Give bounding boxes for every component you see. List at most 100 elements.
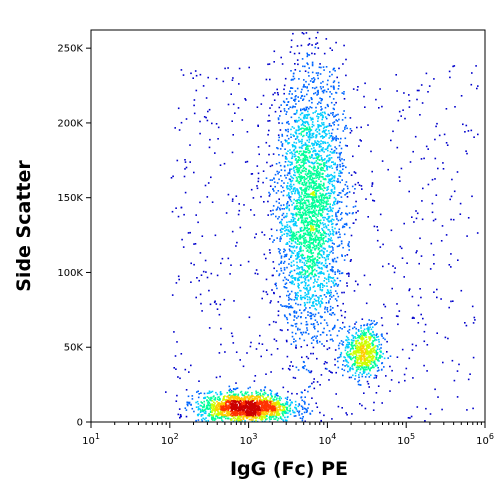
event-dot bbox=[255, 419, 257, 422]
event-dot bbox=[309, 243, 311, 245]
event-dot bbox=[358, 346, 361, 349]
event-dot bbox=[279, 295, 281, 298]
event-dot bbox=[334, 279, 336, 282]
event-dot bbox=[284, 412, 286, 415]
event-dot bbox=[217, 126, 220, 129]
event-dot bbox=[228, 385, 231, 388]
event-dot bbox=[321, 222, 324, 224]
event-dot bbox=[285, 98, 288, 100]
event-dot bbox=[323, 257, 326, 259]
event-dot bbox=[328, 132, 331, 135]
event-dot bbox=[301, 127, 303, 129]
event-dot bbox=[341, 328, 343, 330]
event-dot bbox=[306, 52, 308, 55]
event-dot bbox=[224, 351, 226, 353]
event-dot bbox=[322, 189, 325, 192]
event-dot bbox=[312, 181, 315, 183]
event-dot bbox=[322, 130, 324, 133]
event-dot bbox=[289, 413, 292, 416]
event-dot bbox=[360, 366, 363, 368]
event-dot bbox=[294, 400, 297, 403]
event-dot bbox=[304, 270, 307, 272]
event-dot bbox=[312, 238, 315, 240]
event-dot bbox=[306, 327, 308, 329]
event-dot bbox=[308, 284, 310, 286]
event-dot bbox=[286, 409, 288, 411]
event-dot bbox=[304, 309, 306, 311]
event-dot bbox=[465, 324, 468, 327]
event-dot bbox=[273, 291, 275, 294]
event-dot bbox=[309, 203, 311, 206]
event-dot bbox=[329, 305, 332, 308]
event-dot bbox=[464, 131, 466, 133]
event-dot bbox=[207, 182, 210, 184]
event-dot bbox=[292, 233, 294, 235]
event-dot bbox=[318, 236, 321, 239]
event-dot bbox=[221, 257, 224, 260]
event-dot bbox=[356, 362, 359, 365]
event-dot bbox=[218, 396, 220, 398]
event-dot bbox=[300, 142, 303, 145]
event-dot bbox=[306, 284, 309, 287]
event-dot bbox=[353, 364, 356, 367]
event-dot bbox=[290, 276, 292, 278]
event-dot bbox=[191, 407, 194, 410]
event-dot bbox=[332, 204, 334, 206]
event-dot bbox=[352, 155, 354, 158]
event-dot bbox=[312, 77, 315, 79]
event-dot bbox=[245, 99, 247, 101]
event-dot bbox=[346, 346, 349, 349]
event-dot bbox=[286, 305, 289, 308]
event-dot bbox=[335, 393, 337, 395]
event-dot bbox=[307, 195, 309, 198]
event-dot bbox=[370, 359, 372, 362]
event-dot bbox=[310, 342, 313, 344]
event-dot bbox=[269, 165, 272, 168]
event-dot bbox=[327, 217, 330, 220]
event-dot bbox=[344, 316, 346, 319]
event-dot bbox=[289, 298, 291, 300]
event-dot bbox=[177, 215, 180, 218]
event-dot bbox=[309, 132, 311, 134]
event-dot bbox=[410, 415, 413, 418]
event-dot bbox=[282, 405, 284, 408]
event-dot bbox=[269, 397, 272, 400]
event-dot bbox=[206, 396, 209, 398]
event-dot bbox=[369, 336, 371, 339]
event-dot bbox=[195, 214, 197, 216]
event-dot bbox=[295, 347, 297, 349]
event-dot bbox=[219, 407, 221, 410]
event-dot bbox=[260, 419, 263, 421]
event-dot bbox=[315, 230, 317, 233]
event-dot bbox=[309, 412, 311, 415]
event-dot bbox=[232, 388, 235, 390]
event-dot bbox=[317, 165, 319, 168]
event-dot bbox=[327, 240, 330, 242]
event-dot bbox=[306, 301, 308, 304]
event-dot bbox=[355, 332, 357, 335]
event-dot bbox=[323, 183, 325, 186]
event-dot bbox=[338, 67, 340, 70]
event-dot bbox=[284, 174, 286, 177]
event-dot bbox=[304, 401, 306, 404]
event-dot bbox=[301, 182, 304, 184]
event-dot bbox=[284, 155, 287, 158]
event-dot bbox=[379, 213, 382, 216]
event-dot bbox=[272, 398, 275, 400]
event-dot bbox=[333, 201, 335, 204]
event-dot bbox=[308, 251, 310, 254]
event-dot bbox=[352, 374, 354, 377]
event-dot bbox=[373, 377, 375, 379]
event-dot bbox=[337, 366, 340, 369]
event-dot bbox=[325, 126, 328, 128]
event-dot bbox=[269, 185, 272, 187]
event-dot bbox=[317, 248, 320, 251]
event-dot bbox=[297, 129, 300, 132]
event-dot bbox=[288, 204, 290, 207]
event-dot bbox=[311, 162, 314, 164]
event-dot bbox=[298, 132, 300, 135]
event-dot bbox=[360, 359, 363, 361]
event-dot bbox=[331, 277, 334, 279]
event-dot bbox=[301, 130, 303, 133]
event-dot bbox=[460, 95, 463, 97]
